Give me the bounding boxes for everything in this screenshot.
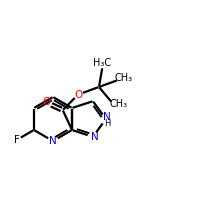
Text: H₃C: H₃C	[93, 58, 111, 68]
Text: O: O	[74, 90, 82, 100]
Text: CH₃: CH₃	[115, 73, 133, 83]
Text: F: F	[14, 135, 20, 145]
Text: N: N	[49, 136, 57, 146]
Text: N: N	[91, 132, 99, 142]
Text: H: H	[104, 119, 111, 128]
Text: N: N	[103, 112, 111, 122]
Text: O: O	[42, 97, 51, 107]
Text: CH₃: CH₃	[109, 99, 127, 109]
